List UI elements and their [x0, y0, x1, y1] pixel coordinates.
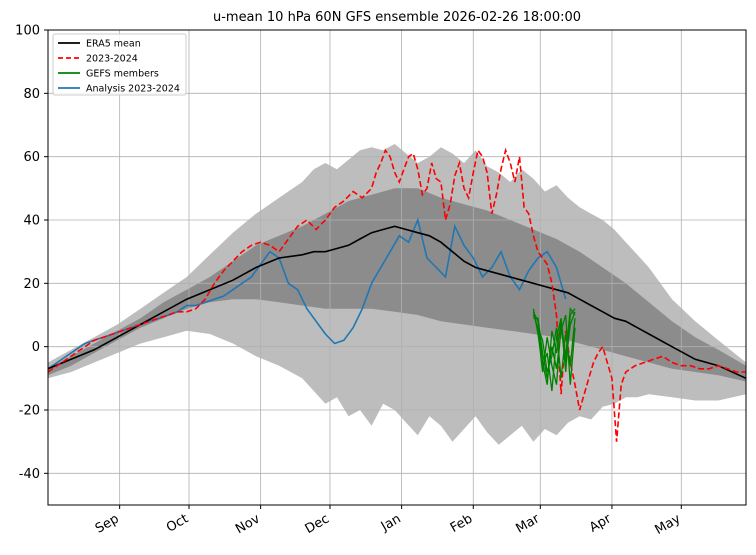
series-line-analysis	[47, 217, 567, 370]
band-layer	[48, 144, 746, 445]
legend-label-season: 2023-2024	[86, 54, 138, 65]
y-tick-label: 20	[23, 277, 40, 292]
y-tick-label: 60	[23, 150, 40, 165]
x-tick-label: Oct	[164, 511, 191, 535]
y-tick-label: 100	[15, 24, 40, 39]
y-tick-label: 40	[23, 214, 40, 229]
series-line-era5-mean	[47, 225, 747, 380]
chart-title: u-mean 10 hPa 60N GFS ensemble 2026-02-2…	[213, 10, 581, 25]
y-tick-label: -20	[19, 404, 40, 419]
series-line-2023-2024	[47, 147, 746, 442]
x-tick-label: Apr	[587, 511, 615, 536]
y-tick-label: -40	[19, 467, 40, 482]
legend-label-gefs: GEFS members	[86, 69, 159, 80]
y-tick-label: 80	[23, 87, 40, 102]
x-tick-label: Nov	[233, 511, 263, 537]
x-tick-label: Sep	[93, 511, 122, 536]
inner-range-band	[48, 188, 746, 382]
grid-layer	[48, 29, 746, 505]
x-tick-label: Mar	[514, 511, 543, 537]
x-tick-label: May	[652, 511, 683, 538]
series-line-gefs-member	[533, 314, 576, 385]
x-tick-label: Dec	[303, 511, 332, 537]
y-tick-label: 0	[32, 340, 40, 355]
x-tick-label: Feb	[448, 511, 475, 536]
plot-frame	[47, 29, 747, 506]
line-layer	[47, 147, 747, 442]
series-line-gefs-member	[532, 306, 576, 385]
legend-box	[52, 33, 187, 96]
x-tick-label: Jan	[378, 511, 404, 535]
legend-label-era5: ERA5 mean	[86, 39, 141, 50]
legend-label-analysis: Analysis 2023-2024	[86, 84, 180, 95]
legend: ERA5 mean 2023-2024 GEFS members Analysis 2…	[52, 33, 187, 96]
